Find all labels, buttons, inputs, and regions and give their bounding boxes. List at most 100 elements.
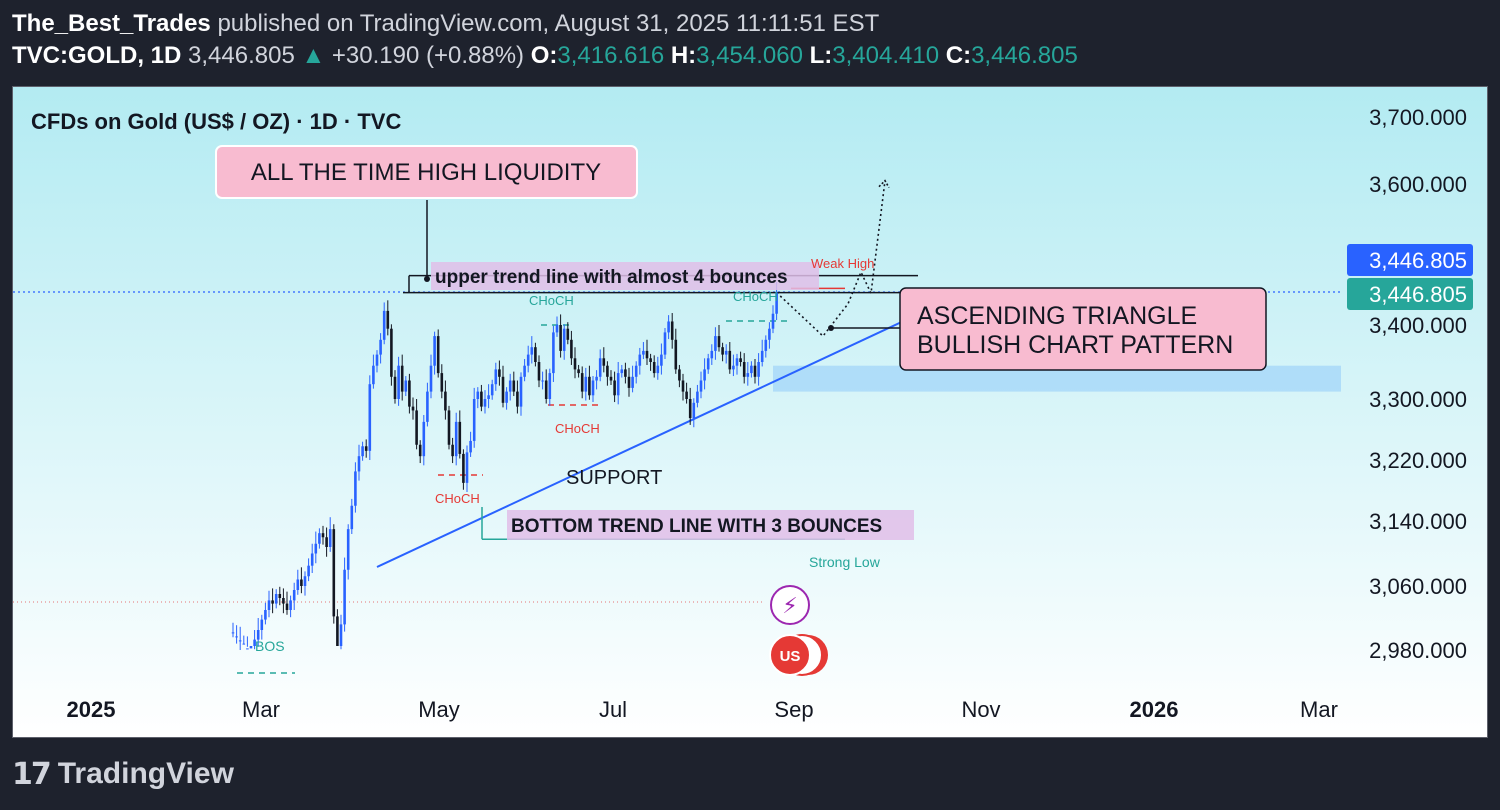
candle-body — [584, 376, 588, 392]
low-value: 3,404.410 — [832, 42, 940, 69]
candle-body — [494, 369, 498, 385]
candle-body — [775, 292, 778, 314]
candle-body — [534, 347, 537, 362]
y-axis-tick: 2,980.000 — [1369, 638, 1467, 663]
y-axis-tick: 3,060.000 — [1369, 574, 1467, 599]
candle-body — [674, 339, 678, 370]
projection-path — [776, 180, 886, 338]
candle-body — [426, 391, 429, 422]
publish-info: published on TradingView.com, August 31,… — [217, 10, 880, 37]
candle-body — [364, 446, 368, 451]
candle-body — [512, 380, 516, 392]
x-axis-tick: 2025 — [67, 697, 116, 722]
price-chart[interactable]: CFDs on Gold (US$ / OZ) · 1D · TVC ALL TH… — [13, 87, 1487, 737]
candle-body — [530, 347, 534, 355]
chart-area[interactable]: CFDs on Gold (US$ / OZ) · 1D · TVC ALL TH… — [12, 86, 1488, 738]
chart-title: CFDs on Gold (US$ / OZ) · 1D · TVC — [31, 109, 401, 134]
candle-body — [746, 373, 750, 377]
candle-body — [656, 365, 660, 374]
candle-body — [753, 365, 757, 377]
candle-body — [555, 325, 559, 333]
candle-body — [354, 471, 357, 506]
candle-body — [300, 579, 303, 586]
candle-body — [314, 543, 318, 554]
candle-body — [418, 444, 422, 457]
y-axis-tick: 3,300.000 — [1369, 387, 1467, 412]
x-axis-tick: May — [418, 697, 460, 722]
candle-body — [238, 640, 242, 642]
candle-body — [750, 365, 753, 374]
candle-body — [526, 354, 530, 366]
candle-body — [382, 310, 386, 340]
x-axis-tick: 2026 — [1130, 697, 1179, 722]
price-badge — [1347, 278, 1473, 310]
candle-body — [357, 456, 361, 472]
symbol-name[interactable]: TVC:GOLD, 1D — [12, 42, 182, 69]
candle-body — [289, 600, 292, 610]
candle-body — [562, 328, 566, 351]
x-axis-tick: Sep — [774, 697, 813, 722]
candle-body — [368, 384, 372, 451]
candle-body — [256, 630, 260, 640]
candle-body — [307, 565, 310, 577]
candle-body — [616, 373, 620, 396]
candle-body — [577, 369, 580, 374]
y-axis-tick: 3,600.000 — [1369, 172, 1467, 197]
low-label: L: — [809, 42, 833, 69]
candle-body — [328, 529, 332, 547]
price-badge-text: 3,446.805 — [1369, 282, 1467, 307]
candle-body — [278, 594, 282, 598]
candle-body — [552, 332, 555, 374]
candle-body — [627, 376, 631, 388]
candle-body — [645, 350, 649, 359]
high-value: 3,454.060 — [696, 42, 803, 69]
choch-label: CHoCH — [733, 289, 778, 304]
candle-body — [570, 339, 573, 359]
high-label: H: — [670, 42, 697, 69]
author-name[interactable]: The_Best_Trades — [12, 10, 211, 37]
candle-body — [714, 336, 717, 351]
candle-body — [501, 376, 505, 403]
candle-body — [476, 391, 480, 399]
candle-body — [523, 365, 526, 377]
pattern-label-line2: BULLISH CHART PATTERN — [917, 331, 1233, 359]
candle-body — [404, 380, 408, 392]
candle-body — [696, 391, 699, 403]
candle-body — [595, 376, 598, 381]
candle-body — [566, 328, 570, 340]
candle-body — [235, 636, 238, 638]
candle-body — [296, 579, 300, 590]
candle-body — [613, 380, 616, 396]
candle-body — [422, 421, 426, 457]
candle-body — [274, 594, 278, 604]
candle-body — [408, 380, 411, 407]
candle-body — [462, 453, 465, 483]
candle-body — [231, 632, 235, 634]
symbol-line: TVC:GOLD, 1D 3,446.805 ▲ +30.190 (+0.88%… — [12, 40, 1492, 72]
candle-body — [325, 537, 328, 547]
candle-body — [688, 399, 692, 419]
candle-body — [343, 569, 346, 625]
candle-body — [652, 362, 656, 374]
projection-arrowhead — [878, 179, 890, 189]
candle-body — [397, 365, 400, 399]
candle-body — [242, 643, 246, 645]
candle-body — [670, 321, 674, 340]
price-badge-text: 3,446.805 — [1369, 248, 1467, 273]
candle-body — [649, 358, 652, 362]
candle-body — [598, 358, 602, 377]
candle-body — [271, 600, 274, 604]
candle-body — [710, 350, 714, 359]
price-badge — [1347, 244, 1473, 276]
support-label: SUPPORT — [566, 467, 662, 489]
candle-body — [505, 391, 508, 403]
candle-body — [692, 402, 696, 419]
tradingview-logo[interactable]: 17 TradingView — [12, 754, 234, 794]
candle-body — [602, 358, 606, 366]
candle-body — [415, 410, 418, 445]
candle-body — [480, 391, 483, 407]
candle-body — [624, 369, 627, 377]
candle-body — [703, 369, 706, 381]
candle-body — [685, 391, 688, 399]
candle-body — [487, 395, 490, 399]
